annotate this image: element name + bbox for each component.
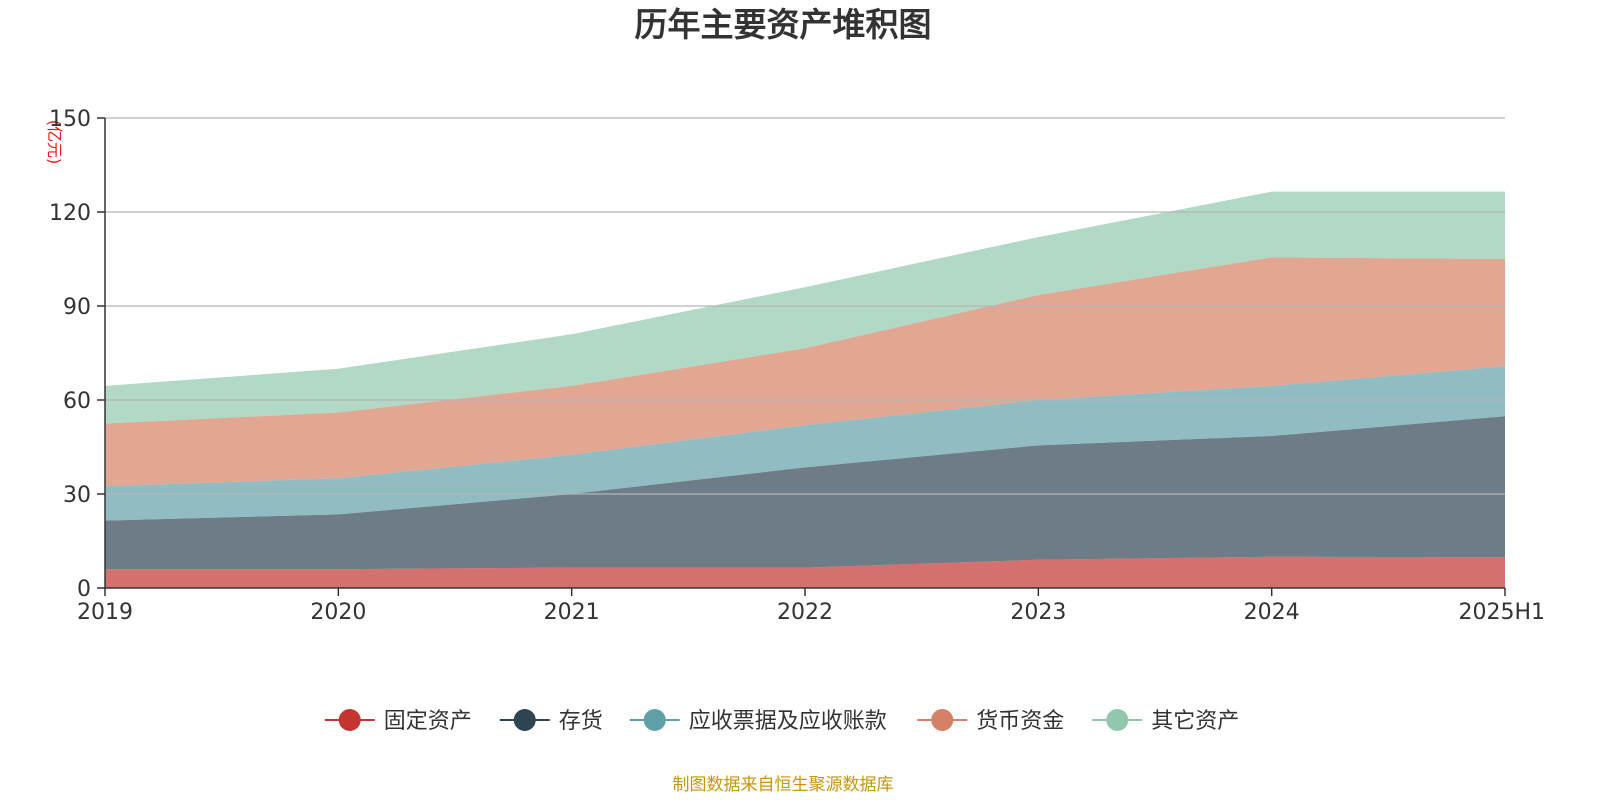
legend-item-2[interactable]: 存货 — [499, 709, 603, 734]
legend-label: 固定资产 — [384, 709, 472, 734]
area-series-5 — [105, 191, 1505, 424]
legend-label: 货币资金 — [976, 709, 1064, 734]
area-series-1 — [105, 556, 1505, 588]
x-tick-label: 2023 — [1010, 600, 1066, 625]
x-tick-label: 2025H1 — [1458, 600, 1545, 625]
legend-circle-icon — [338, 709, 361, 731]
area-series-3 — [105, 366, 1505, 521]
y-tick-label: 150 — [49, 107, 91, 132]
legend: 固定资产 存货 应收票据及应收账款 货币资金 其它资产 — [324, 709, 1239, 734]
legend-item-1[interactable]: 固定资产 — [324, 709, 472, 734]
y-tick-label: 60 — [63, 389, 91, 414]
legend-circle-icon — [643, 709, 666, 731]
legend-label: 其它资产 — [1151, 709, 1239, 734]
area-series — [105, 191, 1505, 588]
y-axis-unit-label: (亿元) — [45, 120, 64, 165]
legend-label: 应收票据及应收账款 — [689, 709, 887, 734]
y-tick-label: 90 — [63, 295, 91, 320]
y-tick-label: 120 — [49, 201, 91, 226]
grid-lines — [105, 117, 1505, 495]
area-series-4 — [105, 257, 1505, 487]
axes: 0 30 60 90 120 150 2019 2020 2021 2022 2023 2024 202… — [49, 107, 1545, 625]
area-series-2 — [105, 416, 1505, 570]
y-tick-label: 30 — [63, 483, 91, 508]
x-tick-label: 2022 — [777, 600, 833, 625]
x-tick-label: 2024 — [1244, 600, 1300, 625]
y-tick-label: 0 — [77, 577, 91, 602]
data-source-note: 制图数据来自恒生聚源数据库 — [673, 775, 894, 795]
legend-circle-icon — [1106, 709, 1129, 731]
x-tick-label: 2019 — [77, 600, 133, 625]
x-tick-label: 2021 — [544, 600, 600, 625]
x-tick-label: 2020 — [310, 600, 366, 625]
legend-item-3[interactable]: 应收票据及应收账款 — [629, 709, 887, 734]
legend-item-5[interactable]: 其它资产 — [1092, 709, 1239, 734]
legend-label: 存货 — [559, 709, 603, 734]
legend-item-4[interactable]: 货币资金 — [917, 709, 1064, 734]
chart-title: 历年主要资产堆积图 — [635, 5, 932, 44]
legend-circle-icon — [513, 709, 536, 731]
legend-circle-icon — [931, 709, 954, 731]
